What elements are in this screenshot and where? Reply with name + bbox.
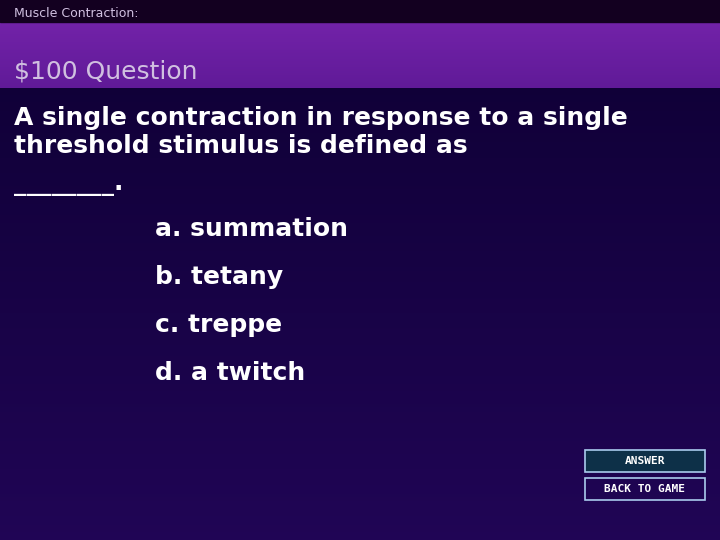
- Text: BACK TO GAME: BACK TO GAME: [605, 484, 685, 494]
- Text: $100 Question: $100 Question: [14, 60, 197, 84]
- Text: c. treppe: c. treppe: [155, 313, 282, 337]
- FancyBboxPatch shape: [585, 450, 705, 472]
- Bar: [0, 0, 720, 22]
- Text: ________.: ________.: [14, 172, 123, 196]
- Text: Muscle Contraction:: Muscle Contraction:: [14, 7, 138, 20]
- Text: d. a twitch: d. a twitch: [155, 361, 305, 385]
- Text: ANSWER: ANSWER: [625, 456, 665, 466]
- Text: A single contraction in response to a single: A single contraction in response to a si…: [14, 106, 628, 130]
- Text: a. summation: a. summation: [155, 217, 348, 241]
- Text: threshold stimulus is defined as: threshold stimulus is defined as: [14, 134, 467, 158]
- Text: b. tetany: b. tetany: [155, 265, 283, 289]
